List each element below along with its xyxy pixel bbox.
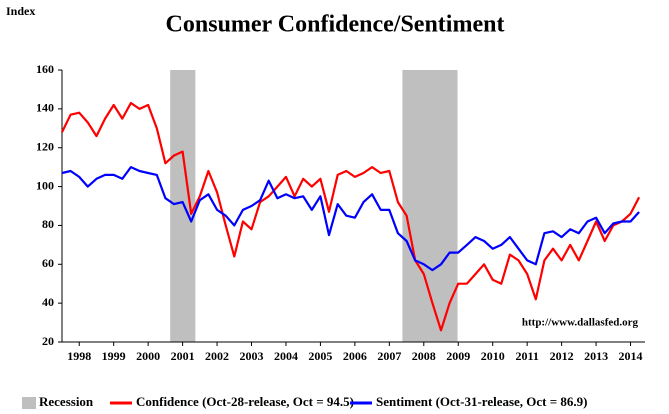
x-tick-label: 1998 [67, 349, 91, 363]
x-tick-label: 2003 [240, 349, 264, 363]
y-tick-label: 40 [42, 295, 54, 309]
annotation: http://www.dallasfed.org [522, 317, 639, 329]
legend-label: Recession [39, 394, 94, 409]
x-tick-label: 2000 [136, 349, 160, 363]
x-tick-label: 2009 [446, 349, 470, 363]
legend-swatch [22, 397, 36, 409]
legend-label: Confidence (Oct-28-release, Oct = 94.5) [136, 394, 354, 409]
x-tick-label: 2001 [171, 349, 195, 363]
y-tick-label: 20 [42, 334, 54, 348]
series-line [61, 166, 640, 272]
x-tick-label: 2012 [550, 349, 574, 363]
x-tick-label: 2013 [584, 349, 608, 363]
x-tick-label: 2006 [343, 349, 367, 363]
x-tick-label: 2004 [274, 349, 298, 363]
y-tick-label: 140 [36, 101, 54, 115]
y-tick-label: 120 [36, 139, 54, 153]
y-tick-label: 60 [42, 256, 54, 270]
y-tick-label: 100 [36, 178, 54, 192]
legend-label: Sentiment (Oct-31-release, Oct = 86.9) [376, 394, 588, 409]
x-tick-label: 2014 [619, 349, 643, 363]
x-tick-label: 2011 [515, 349, 538, 363]
y-tick-label: 80 [42, 217, 54, 231]
chart-title: Consumer Confidence/Sentiment [166, 12, 505, 38]
series-line [61, 101, 641, 332]
y-tick-label: 160 [36, 62, 54, 76]
recession-band [170, 70, 196, 342]
y-axis-label: Index [6, 4, 35, 18]
x-tick-label: 1999 [102, 349, 126, 363]
x-tick-label: 2010 [481, 349, 505, 363]
x-tick-label: 2005 [308, 349, 332, 363]
x-tick-label: 2007 [377, 349, 401, 363]
x-tick-label: 2008 [412, 349, 436, 363]
x-tick-label: 2002 [205, 349, 229, 363]
